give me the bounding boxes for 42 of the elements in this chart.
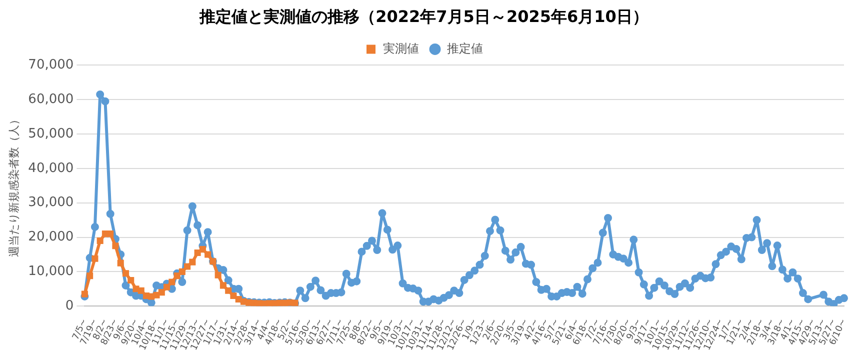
- point: [168, 278, 176, 286]
- point: [204, 251, 212, 258]
- point: [225, 287, 232, 294]
- y-tick-label: 70,000: [28, 58, 74, 73]
- point: [184, 263, 191, 270]
- point: [132, 286, 140, 292]
- point: [178, 268, 186, 275]
- point: [230, 292, 237, 300]
- y-tick-label: 30,000: [28, 195, 74, 210]
- point: [164, 284, 170, 290]
- point: [214, 272, 222, 278]
- point: [86, 272, 94, 280]
- legend-label: 実測値: [383, 41, 419, 56]
- y-tick-label: 50,000: [28, 126, 74, 142]
- point: [107, 230, 114, 238]
- point: [128, 277, 134, 284]
- point: [138, 287, 144, 294]
- point: [96, 237, 104, 244]
- point: [112, 242, 119, 250]
- point: [92, 255, 98, 262]
- legend-label: 推定値: [447, 41, 483, 56]
- point: [102, 230, 108, 238]
- point: [153, 292, 160, 298]
- y-tick-label: 40,000: [28, 160, 74, 176]
- point: [158, 289, 165, 296]
- point: [174, 272, 180, 280]
- point: [142, 292, 150, 300]
- point: [194, 249, 201, 256]
- y-tick-label: 0: [65, 298, 74, 314]
- point: [117, 260, 124, 266]
- point: [148, 293, 155, 300]
- y-axis-title: 週当たり新規感染者数（人）: [7, 114, 20, 258]
- y-tick-label: 20,000: [28, 230, 74, 245]
- point: [189, 258, 196, 266]
- chart-title: 推定値と実測値の推移（2022年7月5日～2025年6月10日）: [198, 6, 648, 26]
- point: [81, 290, 88, 298]
- y-tick-label: 60,000: [28, 92, 74, 107]
- y-tick-label: 10,000: [28, 264, 74, 280]
- point: [220, 282, 226, 289]
- point: [199, 246, 206, 253]
- point: [122, 270, 129, 277]
- point: [235, 296, 242, 302]
